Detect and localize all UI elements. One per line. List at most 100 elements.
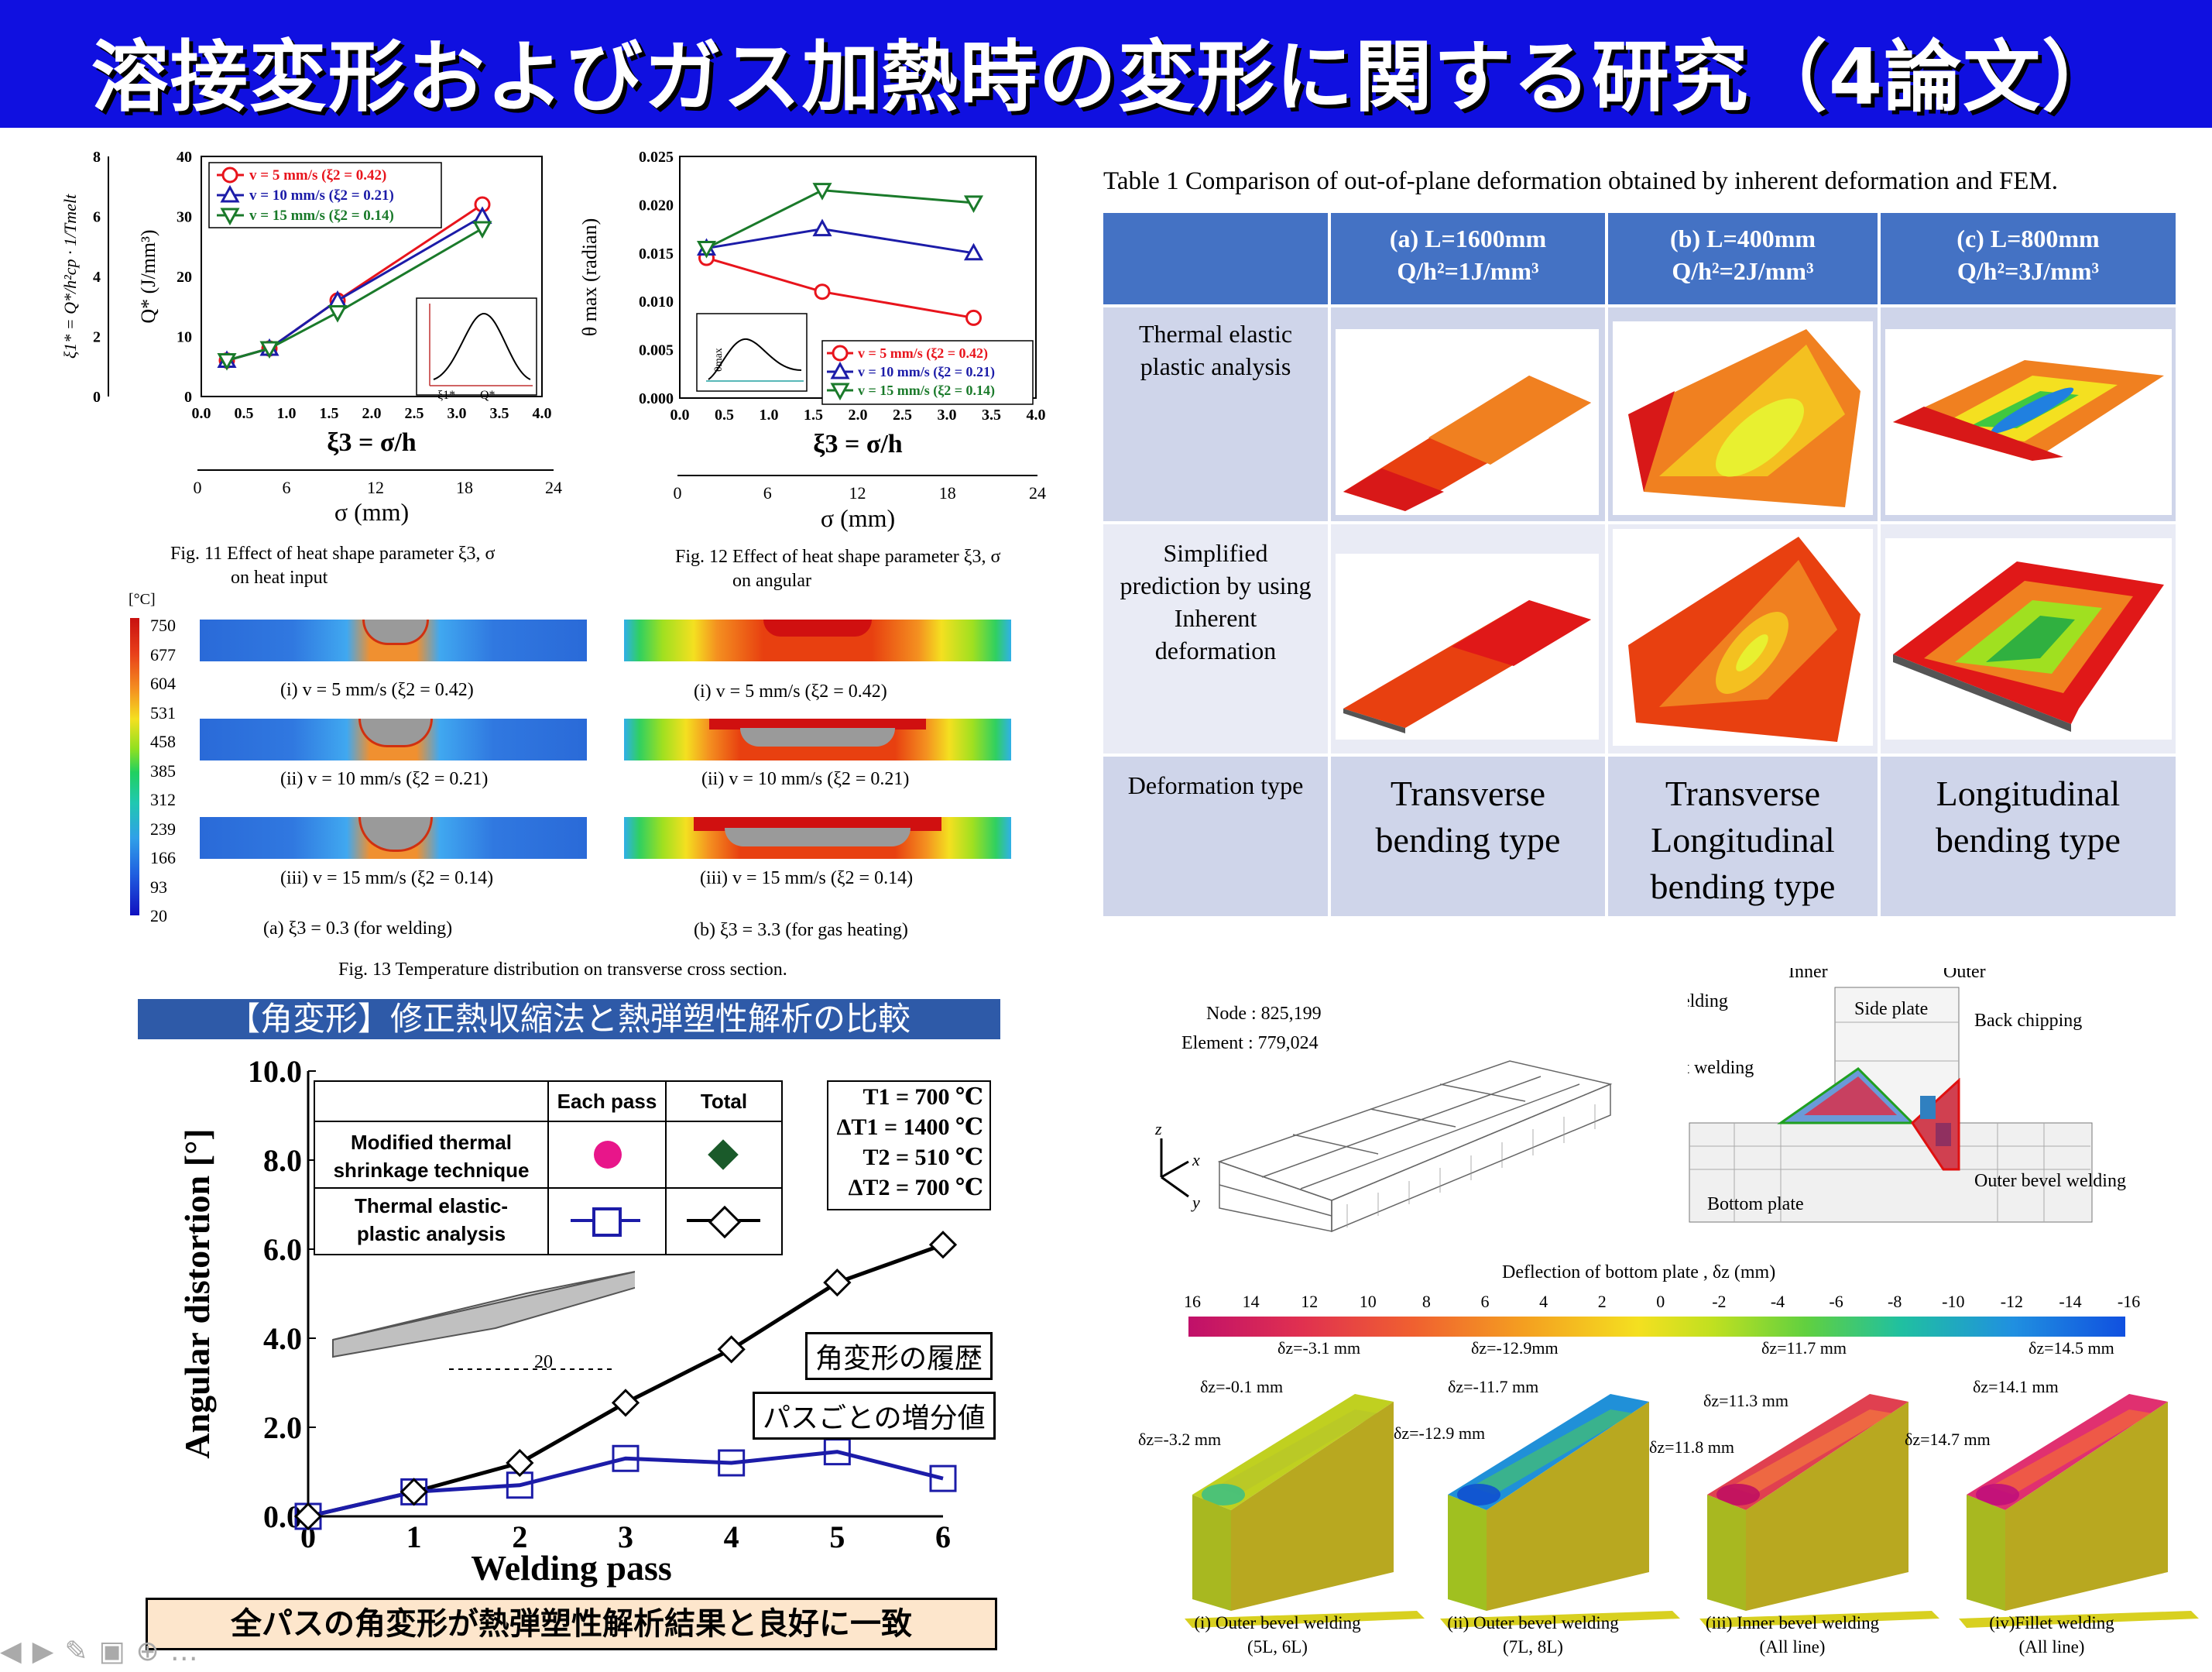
fig11-ytick-left: 4 <box>93 269 101 286</box>
fig12-caption: Fig. 12 Effect of heat shape parameter ξ… <box>675 547 1001 567</box>
deflection-value-1: δz=-12.9mm <box>1471 1338 1559 1358</box>
fig11-plot-frame <box>201 156 543 397</box>
deflection-value-2: δz=14.1 mm <box>1973 1377 2059 1396</box>
fig11-x2tick: 6 <box>283 478 291 497</box>
fig12-legend-marker <box>830 361 850 379</box>
deflection-colorbar <box>1188 1317 2125 1337</box>
fig11-caption: Fig. 11 Effect of heat shape parameter ξ… <box>170 544 496 564</box>
deflection-scale-tick: -2 <box>1712 1292 1727 1311</box>
deflection-scale-tick: -12 <box>2000 1292 2024 1311</box>
fig12-point <box>696 241 717 259</box>
deflection-scale-tick: 4 <box>1539 1292 1548 1311</box>
mesh-label-outer: Outer <box>1943 968 1986 982</box>
fig11-ytick: 0 <box>184 389 192 406</box>
angular-footer: 全パスの角変形が熱弾塑性解析結果と良好に一致 <box>146 1598 997 1650</box>
mesh-element: Element : 779,024 <box>1181 1033 1319 1053</box>
table1-caption: Table 1 Comparison of out-of-plane defor… <box>1103 167 2059 195</box>
deflection-scale-tick: -4 <box>1770 1292 1785 1311</box>
mesh-label-inner-fillet: Inner fillet welding <box>1688 1058 1754 1078</box>
deflection-title: Deflection of bottom plate , δz (mm) <box>1502 1262 1776 1282</box>
angular-xtick: 2 <box>512 1519 527 1554</box>
fig13-scale-tick: 239 <box>150 819 176 839</box>
fig12-series-line <box>706 256 974 319</box>
fig11-point <box>472 206 492 224</box>
type-b: Transverse Longitudinal bending type <box>1650 774 1836 906</box>
fig12-ytick: 0.015 <box>639 245 674 263</box>
fig11-x2tick: 0 <box>194 478 202 497</box>
param-box: T1 = 700 ℃ ΔT1 = 1400 ℃ T2 = 510 ℃ ΔT2 =… <box>827 1080 991 1210</box>
slideshow-controls[interactable]: ◀▶✎▣⊕… <box>0 1636 209 1667</box>
deflection-scale-tick: 0 <box>1656 1292 1665 1311</box>
fig11-ylabel-left: ξ1* = Q*/h²cp · 1/Tmelt <box>60 194 80 359</box>
fig12-xtick: 4.0 <box>1027 407 1046 424</box>
mesh-label-inner: Inner <box>1788 968 1828 982</box>
fig13-scale-tick: 93 <box>150 877 167 897</box>
fig13-scale-tick: 385 <box>150 760 176 781</box>
fig11-inset-q: Q* <box>480 389 496 402</box>
fig11-xtick: 3.0 <box>448 405 467 422</box>
svg-text:z: z <box>1154 1119 1162 1138</box>
fig12-x2tick: 24 <box>1029 483 1046 503</box>
fig12-inset <box>696 313 808 392</box>
plate-fem-c <box>1885 329 2172 515</box>
col-head-b: (b) L=400mm Q/h²=2J/mm³ <box>1670 225 1816 285</box>
deflection-scale-tick: 8 <box>1422 1292 1431 1311</box>
fig12-point <box>814 283 831 300</box>
fig12-point <box>812 183 832 201</box>
fig13-scale-tick: 677 <box>150 644 176 664</box>
title-banner <box>0 0 2212 128</box>
fig12-x2tick: 0 <box>674 483 682 503</box>
fig12-ytick: 0.020 <box>639 197 674 214</box>
mesh-label-back-chipping: Back chipping <box>1974 1011 2082 1031</box>
fig12-xtick: 2.5 <box>893 407 912 424</box>
angular-xtick: 1 <box>406 1519 422 1554</box>
fig12-legend-label: v = 10 mm/s (ξ2 = 0.21) <box>858 364 995 380</box>
fig12-series-line <box>706 228 974 255</box>
angular-total-point <box>293 1502 323 1531</box>
angular-plate-illustration: 20 <box>332 1270 635 1372</box>
fig12-ytick: 0.005 <box>639 342 674 359</box>
deflection-value-3: δz=-3.2 mm <box>1138 1430 1222 1449</box>
type-c: Longitudinal bending type <box>1936 774 2121 860</box>
angular-total-point <box>506 1448 534 1478</box>
fig12-xtick: 1.5 <box>804 407 823 424</box>
angular-each-point <box>718 1449 746 1477</box>
fig12-xtick: 3.5 <box>982 407 1001 424</box>
fig12-ytick: 0.000 <box>639 390 674 407</box>
fig11-ytick: 10 <box>177 329 192 346</box>
fig11-ytick-left: 0 <box>93 389 101 406</box>
fig13-label-a2: (ii) v = 10 mm/s (ξ2 = 0.21) <box>280 769 489 789</box>
fig13-scale-tick: 458 <box>150 732 176 751</box>
deflection-caption-1: (i) Outer bevel welding (5L, 6L) <box>1194 1613 1361 1657</box>
angular-total-point <box>611 1389 640 1417</box>
svg-text:x: x <box>1192 1150 1200 1169</box>
angular-banner: 【角変形】修正熱収縮法と熱弾塑性解析の比較 <box>227 1000 911 1038</box>
fig13-scale-tick: 312 <box>150 790 176 809</box>
fig13-label-b3: (iii) v = 15 mm/s (ξ2 = 0.14) <box>700 868 914 888</box>
fig13-unit: [°C] <box>129 591 156 608</box>
deflection-scale-tick: -10 <box>1942 1292 1965 1311</box>
fig12-inset-label: θmax <box>713 348 725 372</box>
fig12-legend-label: v = 5 mm/s (ξ2 = 0.42) <box>858 345 988 362</box>
fig11-legend-label: v = 15 mm/s (ξ2 = 0.14) <box>249 208 394 224</box>
fig13-label-a3: (iii) v = 15 mm/s (ξ2 = 0.14) <box>280 868 494 888</box>
fig12-x2tick: 18 <box>939 483 956 503</box>
fig12-point <box>963 195 984 213</box>
deflection-value-2: δz=-11.7 mm <box>1448 1377 1539 1396</box>
fig13-scale-tick: 750 <box>150 616 176 635</box>
plate-id-b <box>1613 529 1873 746</box>
fig11-xtick: 1.5 <box>320 405 339 422</box>
legend-marker-circle <box>594 1141 622 1169</box>
deflection-scale-tick: 10 <box>1359 1292 1377 1311</box>
fig13-scale-tick: 166 <box>150 848 176 867</box>
deflection-caption-4: (iv)Fillet welding (All line) <box>1989 1613 2114 1657</box>
deflection-scale-tick: -6 <box>1829 1292 1843 1311</box>
fig11-inset-curve <box>433 312 531 380</box>
deflection-value-3: δz=14.7 mm <box>1905 1430 1991 1449</box>
fig12-inset-curve <box>708 338 802 380</box>
deflection-value-2: δz=11.3 mm <box>1703 1391 1788 1410</box>
temp-section-a2 <box>200 719 587 760</box>
row-simplified: Simplified prediction by using Inherent … <box>1120 539 1312 664</box>
deflection-scale-tick: -16 <box>2117 1292 2141 1311</box>
